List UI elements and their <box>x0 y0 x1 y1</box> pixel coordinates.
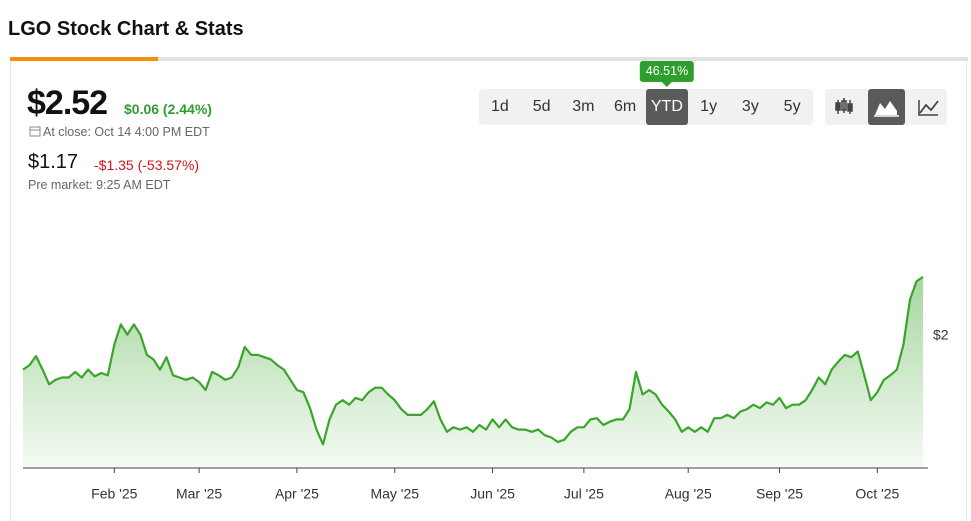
close-time: At close: Oct 14 4:00 PM EDT <box>43 125 210 139</box>
range-badge: 46.51% <box>639 61 695 87</box>
range-button[interactable]: YTD <box>646 89 688 125</box>
x-tick-label: May '25 <box>370 486 419 502</box>
range-button[interactable]: 3m <box>572 98 595 115</box>
price-change: $0.06 (2.44%) <box>124 101 212 117</box>
pre-change: -$1.35 (-53.57%) <box>94 157 200 173</box>
tab-indicator <box>10 57 158 61</box>
chart-type-buttons <box>825 89 947 125</box>
page-title: LGO Stock Chart & Stats <box>8 18 244 40</box>
range-buttons: 1d 5d 3m 6m YTD 1y 3y 5y <box>479 89 813 125</box>
candle-icon[interactable] <box>835 98 853 114</box>
x-tick-label: Feb '25 <box>91 486 137 502</box>
range-button[interactable]: 5y <box>783 98 801 115</box>
y-tick-label: $2 <box>933 326 949 342</box>
tab-rule <box>10 57 968 61</box>
chart-type-icons <box>835 89 939 125</box>
area-icon <box>875 101 897 115</box>
calendar-icon <box>29 126 41 137</box>
x-tick-label: Sep '25 <box>756 486 803 502</box>
pre-price: $1.17 <box>28 151 79 173</box>
area-fill <box>23 276 923 468</box>
x-tick-label: Mar '25 <box>176 486 222 502</box>
range-button[interactable]: 1d <box>490 98 509 115</box>
x-tick-label: Apr '25 <box>275 486 319 502</box>
range-button[interactable]: 5d <box>532 98 551 115</box>
card <box>10 61 967 521</box>
range-button[interactable]: 6m <box>614 98 637 115</box>
line-icon[interactable] <box>919 100 939 114</box>
pre-time: Pre market: 9:25 AM EDT <box>28 178 171 192</box>
x-tick-label: Jun '25 <box>470 486 515 502</box>
x-tick-label: Aug '25 <box>665 486 712 502</box>
range-button[interactable]: 1y <box>700 98 718 115</box>
price-line <box>22 275 924 446</box>
range-button[interactable]: 3y <box>741 98 759 115</box>
x-tick-label: Jul '25 <box>564 486 604 502</box>
x-tick-label: Oct '25 <box>855 486 899 502</box>
price: $2.52 <box>27 84 108 122</box>
line-icon-axis <box>918 100 938 116</box>
